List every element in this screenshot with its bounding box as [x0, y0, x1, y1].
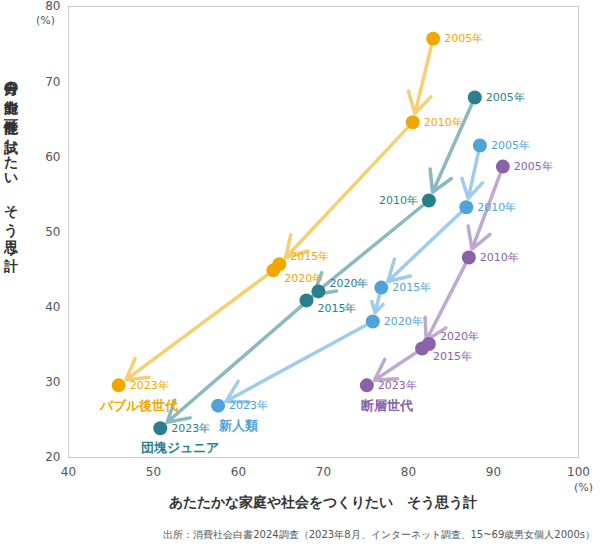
svg-text:20: 20 — [45, 450, 60, 464]
svg-text:2015年: 2015年 — [318, 302, 357, 315]
svg-text:2010年: 2010年 — [477, 201, 516, 214]
svg-text:2015年: 2015年 — [392, 281, 431, 294]
svg-text:2005年: 2005年 — [444, 32, 483, 45]
svg-text:50: 50 — [146, 465, 161, 479]
svg-text:80: 80 — [45, 0, 60, 13]
svg-text:40: 40 — [45, 300, 60, 314]
svg-text:60: 60 — [45, 150, 60, 164]
svg-text:断層世代: 断層世代 — [361, 398, 413, 413]
svg-text:2015年: 2015年 — [433, 350, 472, 363]
svg-text:2023年: 2023年 — [130, 379, 169, 392]
svg-text:2023年: 2023年 — [171, 422, 210, 435]
html-text:出所：消費社会白書2024調査（2023年8月、インターネッ: 出所：消費社会白書2024調査（2023年8月、インターネット調査、15~69歳… — [163, 529, 595, 540]
svg-text:2005年: 2005年 — [491, 139, 530, 152]
svg-text:70: 70 — [316, 465, 331, 479]
svg-text:50: 50 — [45, 225, 60, 239]
svg-text:2010年: 2010年 — [379, 194, 418, 207]
svg-text:2023年: 2023年 — [229, 399, 268, 412]
svg-text:30: 30 — [45, 375, 60, 389]
svg-text:バブル後世代: バブル後世代 — [99, 398, 178, 413]
svg-text:100: 100 — [567, 465, 590, 479]
svg-text:新人類: 新人類 — [218, 418, 258, 433]
svg-text:70: 70 — [45, 75, 60, 89]
svg-text:2023年: 2023年 — [378, 379, 417, 392]
svg-text:団塊ジュニア: 団塊ジュニア — [141, 440, 219, 455]
svg-text:2010年: 2010年 — [424, 116, 463, 129]
svg-text:2020年: 2020年 — [329, 277, 368, 290]
svg-text:2020年: 2020年 — [284, 272, 323, 285]
html-text:あたたかな家庭や社会をつくりたい そう思う計: あたたかな家庭や社会をつくりたい そう思う計 — [169, 494, 477, 510]
svg-text:80: 80 — [401, 465, 416, 479]
svg-text:2010年: 2010年 — [480, 251, 519, 264]
svg-text:90: 90 — [486, 465, 501, 479]
svg-text:40: 40 — [61, 465, 76, 479]
svg-text:2020年: 2020年 — [440, 330, 479, 343]
svg-text:2005年: 2005年 — [514, 160, 553, 173]
svg-text:2020年: 2020年 — [384, 315, 423, 328]
svg-text:2015年: 2015年 — [290, 250, 329, 263]
svg-text:2005年: 2005年 — [486, 91, 525, 104]
svg-text:60: 60 — [231, 465, 246, 479]
html-text:自分の能力や可能性を試したい そう思う計: 自分の能力や可能性を試したい そう思う計 — [3, 70, 19, 248]
